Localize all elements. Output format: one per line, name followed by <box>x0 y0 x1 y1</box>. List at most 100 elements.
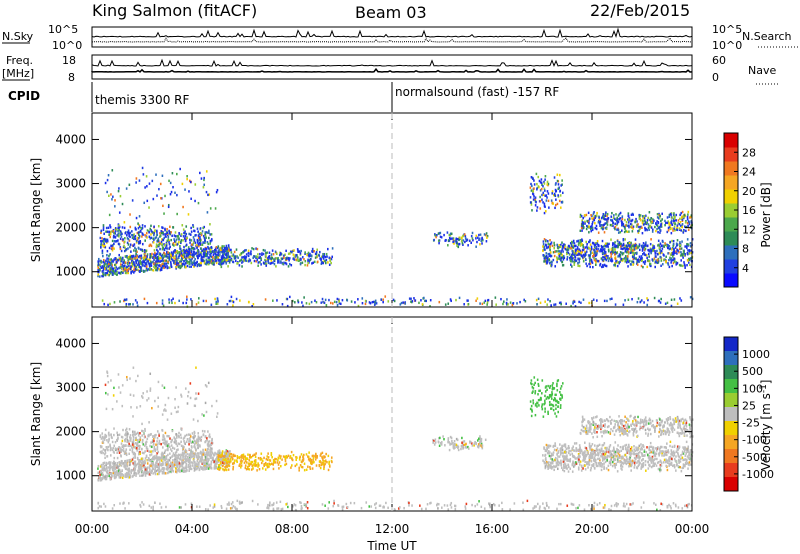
echo-cell <box>203 236 206 240</box>
echo-cell <box>189 241 191 244</box>
echo-cell <box>125 463 128 466</box>
echo-cell <box>608 242 610 246</box>
echo-cell <box>172 446 174 450</box>
echo-cell <box>170 251 173 254</box>
echo-cell <box>160 453 163 456</box>
echo-cell <box>221 450 224 453</box>
echo-cell <box>136 255 138 258</box>
echo-cell <box>275 265 277 268</box>
echo-cell <box>124 433 126 437</box>
echo-cell <box>680 224 682 227</box>
echo-cell <box>636 262 638 265</box>
echo-cell <box>200 466 203 469</box>
echo-cell <box>637 260 639 263</box>
echo-cell <box>194 465 196 468</box>
echo-cell <box>214 259 217 263</box>
echo-cell <box>205 259 208 263</box>
echo-cell <box>155 264 157 267</box>
echo-cell <box>368 301 371 304</box>
echo-cell <box>115 263 117 266</box>
echo-cell <box>625 258 628 261</box>
echo-cell <box>173 465 176 468</box>
echo-cell <box>456 237 459 241</box>
echo-cell <box>197 301 200 304</box>
echo-cell <box>143 462 146 465</box>
echo-cell <box>181 249 184 253</box>
echo-cell <box>193 239 196 243</box>
echo-cell <box>204 448 207 451</box>
echo-cell <box>114 263 116 267</box>
echo-cell <box>145 250 147 253</box>
echo-cell <box>209 454 212 458</box>
echo-cell <box>361 302 364 305</box>
echo-cell <box>392 298 395 302</box>
echo-cell <box>148 235 151 238</box>
echo-cell <box>604 252 606 255</box>
echo-cell <box>641 244 644 247</box>
echo-cell <box>679 217 681 220</box>
echo-cell <box>140 458 143 462</box>
echo-cell <box>172 463 174 466</box>
echo-cell <box>479 302 481 305</box>
echo-cell <box>311 262 313 265</box>
echo-cell <box>307 260 309 263</box>
echo-cell <box>165 243 168 246</box>
echo-cell <box>665 260 667 263</box>
echo-cell <box>215 261 218 265</box>
echo-cell <box>158 456 161 459</box>
echo-cell <box>681 254 684 257</box>
echo-cell <box>105 268 107 271</box>
echo-cell <box>130 459 133 463</box>
echo-cell <box>570 240 573 244</box>
echo-cell <box>628 218 630 221</box>
echo-cell <box>210 463 212 466</box>
echo-cell <box>572 302 574 305</box>
echo-cell <box>584 250 586 254</box>
echo-cell <box>170 255 172 259</box>
echo-cell <box>121 264 124 267</box>
echo-cell <box>331 247 334 250</box>
echo-cell <box>182 239 184 242</box>
echo-cell <box>153 471 156 474</box>
echo-cell <box>184 188 186 191</box>
echo-cell <box>181 256 183 260</box>
echo-cell <box>558 250 561 253</box>
echo-cell <box>307 261 309 265</box>
echo-cell <box>647 248 649 252</box>
echo-cell <box>222 257 225 261</box>
echo-cell <box>558 199 561 203</box>
echo-cell <box>680 251 682 254</box>
echo-cell <box>100 266 103 269</box>
echo-cell <box>146 269 149 272</box>
echo-cell <box>690 214 693 217</box>
echo-cell <box>156 248 158 252</box>
echo-cell <box>560 184 562 187</box>
echo-cell <box>589 243 592 246</box>
echo-cell <box>668 244 671 248</box>
echo-cell <box>163 254 166 258</box>
echo-cell <box>126 460 128 463</box>
echo-cell <box>613 263 615 267</box>
echo-cell <box>616 261 618 264</box>
echo-cell <box>125 453 128 457</box>
echo-cell <box>658 213 661 217</box>
echo-cell <box>150 469 153 472</box>
echo-cell <box>622 223 625 226</box>
echo-cell <box>135 442 137 445</box>
echo-cell <box>146 236 148 239</box>
echo-cell <box>103 468 105 471</box>
echo-cell <box>227 244 230 247</box>
echo-cell <box>113 467 115 470</box>
echo-cell <box>664 223 666 227</box>
echo-cell <box>193 435 195 439</box>
echo-cell <box>232 304 234 307</box>
echo-cell <box>212 457 214 460</box>
echo-cell <box>509 301 512 304</box>
echo-cell <box>160 254 163 258</box>
echo-cell <box>184 452 186 455</box>
nave-label: Nave <box>748 64 776 77</box>
echo-cell <box>575 244 577 248</box>
echo-cell <box>123 298 126 302</box>
echo-cell <box>176 461 179 465</box>
echo-cell <box>219 457 222 460</box>
